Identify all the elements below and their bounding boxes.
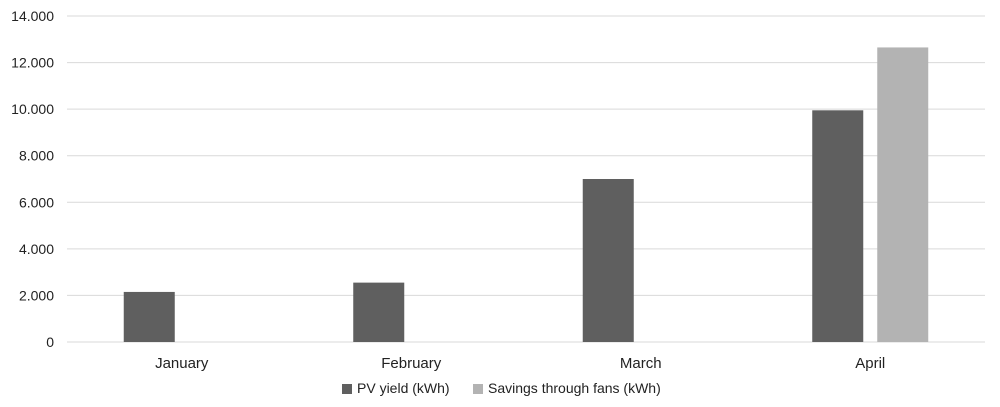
y-axis-tick-labels: 0 2.000 4.000 6.000 8.000 10.000 12.000 14.000 <box>11 8 54 350</box>
legend-swatch <box>473 384 483 394</box>
legend-label: Savings through fans (kWh) <box>488 380 661 396</box>
bar-march-series-1 <box>582 179 634 342</box>
legend: PV yield (kWh) Savings through fans (kWh) <box>342 380 661 396</box>
bar-april-series-2 <box>877 47 929 342</box>
legend-swatch <box>342 384 352 394</box>
x-category-label: March <box>620 355 662 372</box>
y-tick-label: 4.000 <box>19 241 54 257</box>
x-axis-category-labels: January February March April <box>155 355 885 372</box>
grid-lines <box>67 15 985 343</box>
bars <box>123 47 929 342</box>
bar-january-series-1 <box>123 291 175 342</box>
bar-february-series-1 <box>353 282 405 342</box>
bar-april-series-1 <box>812 110 864 342</box>
y-tick-label: 0 <box>46 334 54 350</box>
x-category-label: April <box>855 355 885 372</box>
y-tick-label: 2.000 <box>19 287 54 303</box>
y-tick-label: 10.000 <box>11 101 54 117</box>
y-tick-label: 6.000 <box>19 194 54 210</box>
legend-label: PV yield (kWh) <box>357 380 450 396</box>
y-tick-label: 12.000 <box>11 55 54 71</box>
x-category-label: February <box>381 355 442 372</box>
x-category-label: January <box>155 355 209 372</box>
y-tick-label: 14.000 <box>11 8 54 24</box>
y-tick-label: 8.000 <box>19 148 54 164</box>
